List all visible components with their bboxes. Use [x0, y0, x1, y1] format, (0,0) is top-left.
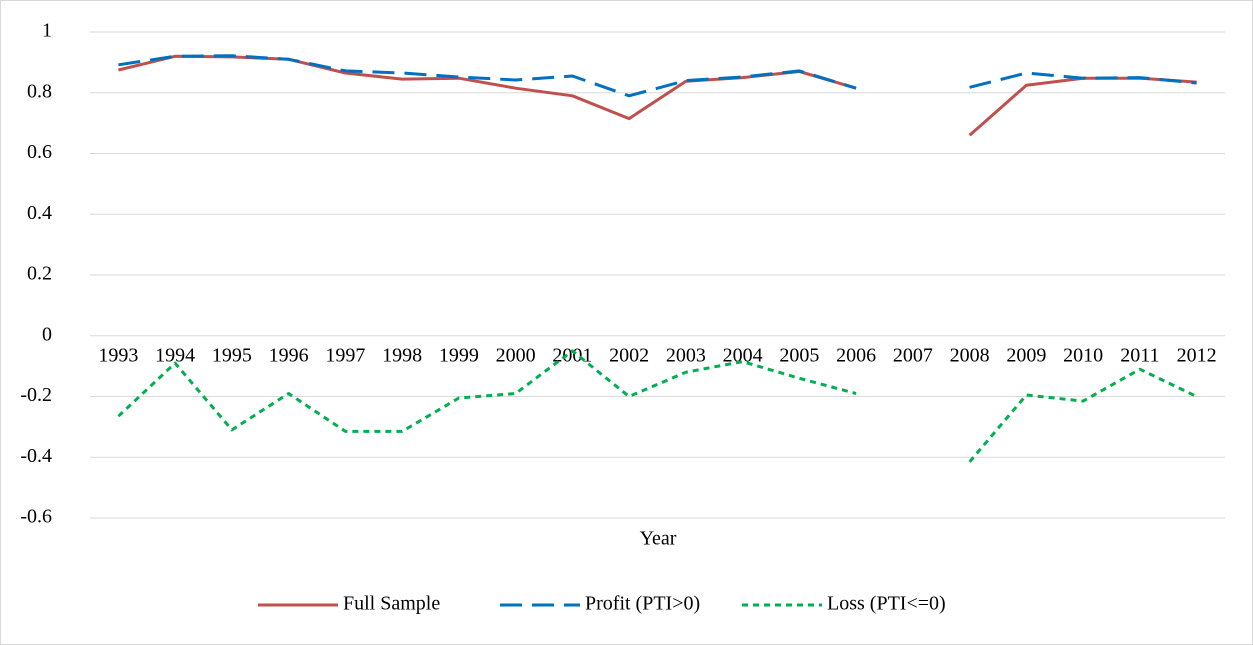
x-tick-label: 2006 [836, 344, 876, 366]
x-axis-title: Year [640, 528, 677, 550]
legend-label: Full Sample [343, 593, 440, 615]
y-tick-label: -0.2 [20, 384, 52, 406]
x-tick-label: 2012 [1177, 344, 1217, 366]
x-tick-label: 1999 [439, 344, 479, 366]
y-tick-label: -0.6 [20, 506, 52, 528]
y-tick-label: 0 [42, 323, 52, 345]
y-tick-label: 1 [42, 20, 52, 42]
x-tick-label: 2002 [609, 344, 649, 366]
y-tick-label: 0.8 [27, 80, 52, 102]
x-tick-label: 2009 [1006, 344, 1046, 366]
x-tick-label: 1996 [269, 344, 309, 366]
x-tick-label: 2004 [723, 344, 763, 366]
x-tick-label: 1998 [382, 344, 422, 366]
y-tick-label: 0.4 [27, 202, 52, 224]
x-tick-label: 1997 [325, 344, 365, 366]
y-tick-label: 0.6 [27, 141, 52, 163]
x-tick-label: 2010 [1063, 344, 1103, 366]
series-line [117, 349, 1198, 463]
x-tick-label: 2000 [496, 344, 536, 366]
x-tick-label: 2011 [1120, 344, 1159, 366]
x-tick-label: 1994 [155, 344, 195, 366]
series-line [118, 54, 1197, 98]
legend-label: Loss (PTI<=0) [827, 593, 946, 615]
x-tick-label: 1995 [212, 344, 252, 366]
y-tick-label: -0.4 [20, 445, 52, 467]
x-tick-label: 2003 [666, 344, 706, 366]
x-tick-label: 2007 [893, 344, 933, 366]
x-tick-label: 1993 [98, 344, 138, 366]
x-tick-label: 2008 [950, 344, 990, 366]
legend-label: Profit (PTI>0) [585, 593, 700, 615]
y-tick-label: 0.2 [27, 263, 52, 285]
x-tick-label: 2005 [779, 344, 819, 366]
